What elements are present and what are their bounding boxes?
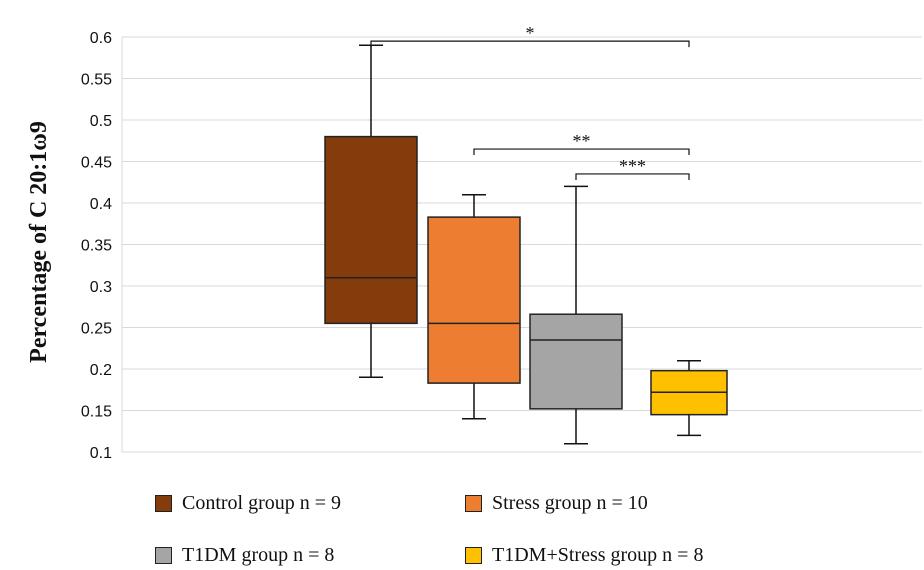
- legend-item-stress: Stress group n = 10: [465, 492, 648, 515]
- legend-label-control: Control group n = 9: [182, 492, 342, 514]
- bracket-line: [473, 148, 690, 156]
- y-tick-label: 0.4: [90, 196, 112, 213]
- significance-label: ***: [619, 156, 646, 176]
- significance-brackets: ******: [370, 23, 690, 180]
- legend-swatch-t1dm-stress: [465, 547, 482, 564]
- box-series: [324, 44, 728, 445]
- box-0: [324, 44, 418, 379]
- gridlines: [121, 36, 922, 453]
- y-tick-label: 0.6: [90, 30, 112, 47]
- legend-label-t1dm: T1DM group n = 8: [182, 544, 335, 566]
- y-tick-label: 0.2: [90, 362, 112, 379]
- significance-label: *: [526, 23, 535, 43]
- box-plot-chart: 0.1 0.15 0.2 0.25 0.3 0.35 0.4 0.45 0.5 0.55 0.6 P…: [26, 23, 922, 462]
- bracket-line: [370, 40, 690, 48]
- y-tick-label: 0.35: [81, 238, 112, 255]
- y-tick-label: 0.5: [90, 113, 112, 130]
- box-3: [650, 359, 728, 437]
- y-tick-label: 0.45: [81, 155, 112, 172]
- significance-bracket: *: [370, 23, 690, 48]
- y-tick-label: 0.3: [90, 279, 112, 296]
- significance-label: **: [573, 131, 591, 151]
- legend-swatch-t1dm: [155, 547, 172, 564]
- y-tick-label: 0.1: [90, 445, 112, 462]
- y-tick-label: 0.25: [81, 321, 112, 338]
- y-tick-label: 0.55: [81, 72, 112, 89]
- legend-swatch-stress: [465, 495, 482, 512]
- y-axis-label: Percentage of C 20:1ω9: [26, 121, 52, 363]
- legend-label-stress: Stress group n = 10: [492, 492, 648, 514]
- box-iqr: [427, 216, 521, 384]
- significance-bracket: ***: [575, 156, 690, 180]
- box-iqr: [529, 313, 623, 410]
- legend-label-t1dm-stress: T1DM+Stress group n = 8: [492, 544, 704, 566]
- box-1: [427, 193, 521, 420]
- legend-item-t1dm-stress: T1DM+Stress group n = 8: [465, 544, 703, 567]
- legend-item-control: Control group n = 9: [155, 492, 341, 515]
- y-tick-label: 0.15: [81, 404, 112, 421]
- significance-bracket: **: [473, 131, 690, 156]
- legend-swatch-control: [155, 495, 172, 512]
- y-axis-ticks: 0.1 0.15 0.2 0.25 0.3 0.35 0.4 0.45 0.5 0.55 0.6: [81, 30, 112, 462]
- box-2: [529, 185, 623, 445]
- box-iqr: [324, 135, 418, 325]
- legend-item-t1dm: T1DM group n = 8: [155, 544, 334, 567]
- bracket-line: [575, 173, 690, 180]
